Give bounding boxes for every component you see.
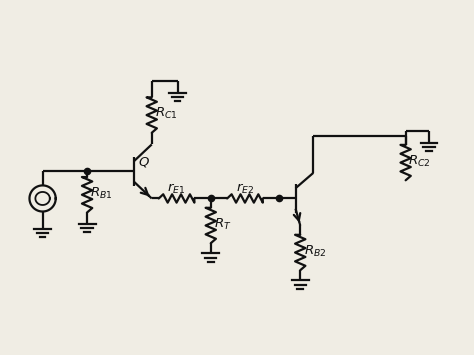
Text: $R_{B1}$: $R_{B1}$	[91, 186, 113, 201]
Text: $R_{B2}$: $R_{B2}$	[303, 244, 326, 259]
Text: $r_{E2}$: $r_{E2}$	[236, 182, 254, 196]
Text: $R_T$: $R_T$	[214, 217, 231, 232]
Text: $R_{C2}$: $R_{C2}$	[409, 154, 431, 169]
Text: $Q$: $Q$	[137, 155, 150, 169]
Text: $r_{E1}$: $r_{E1}$	[167, 182, 185, 196]
Text: $R_{C1}$: $R_{C1}$	[155, 106, 177, 121]
